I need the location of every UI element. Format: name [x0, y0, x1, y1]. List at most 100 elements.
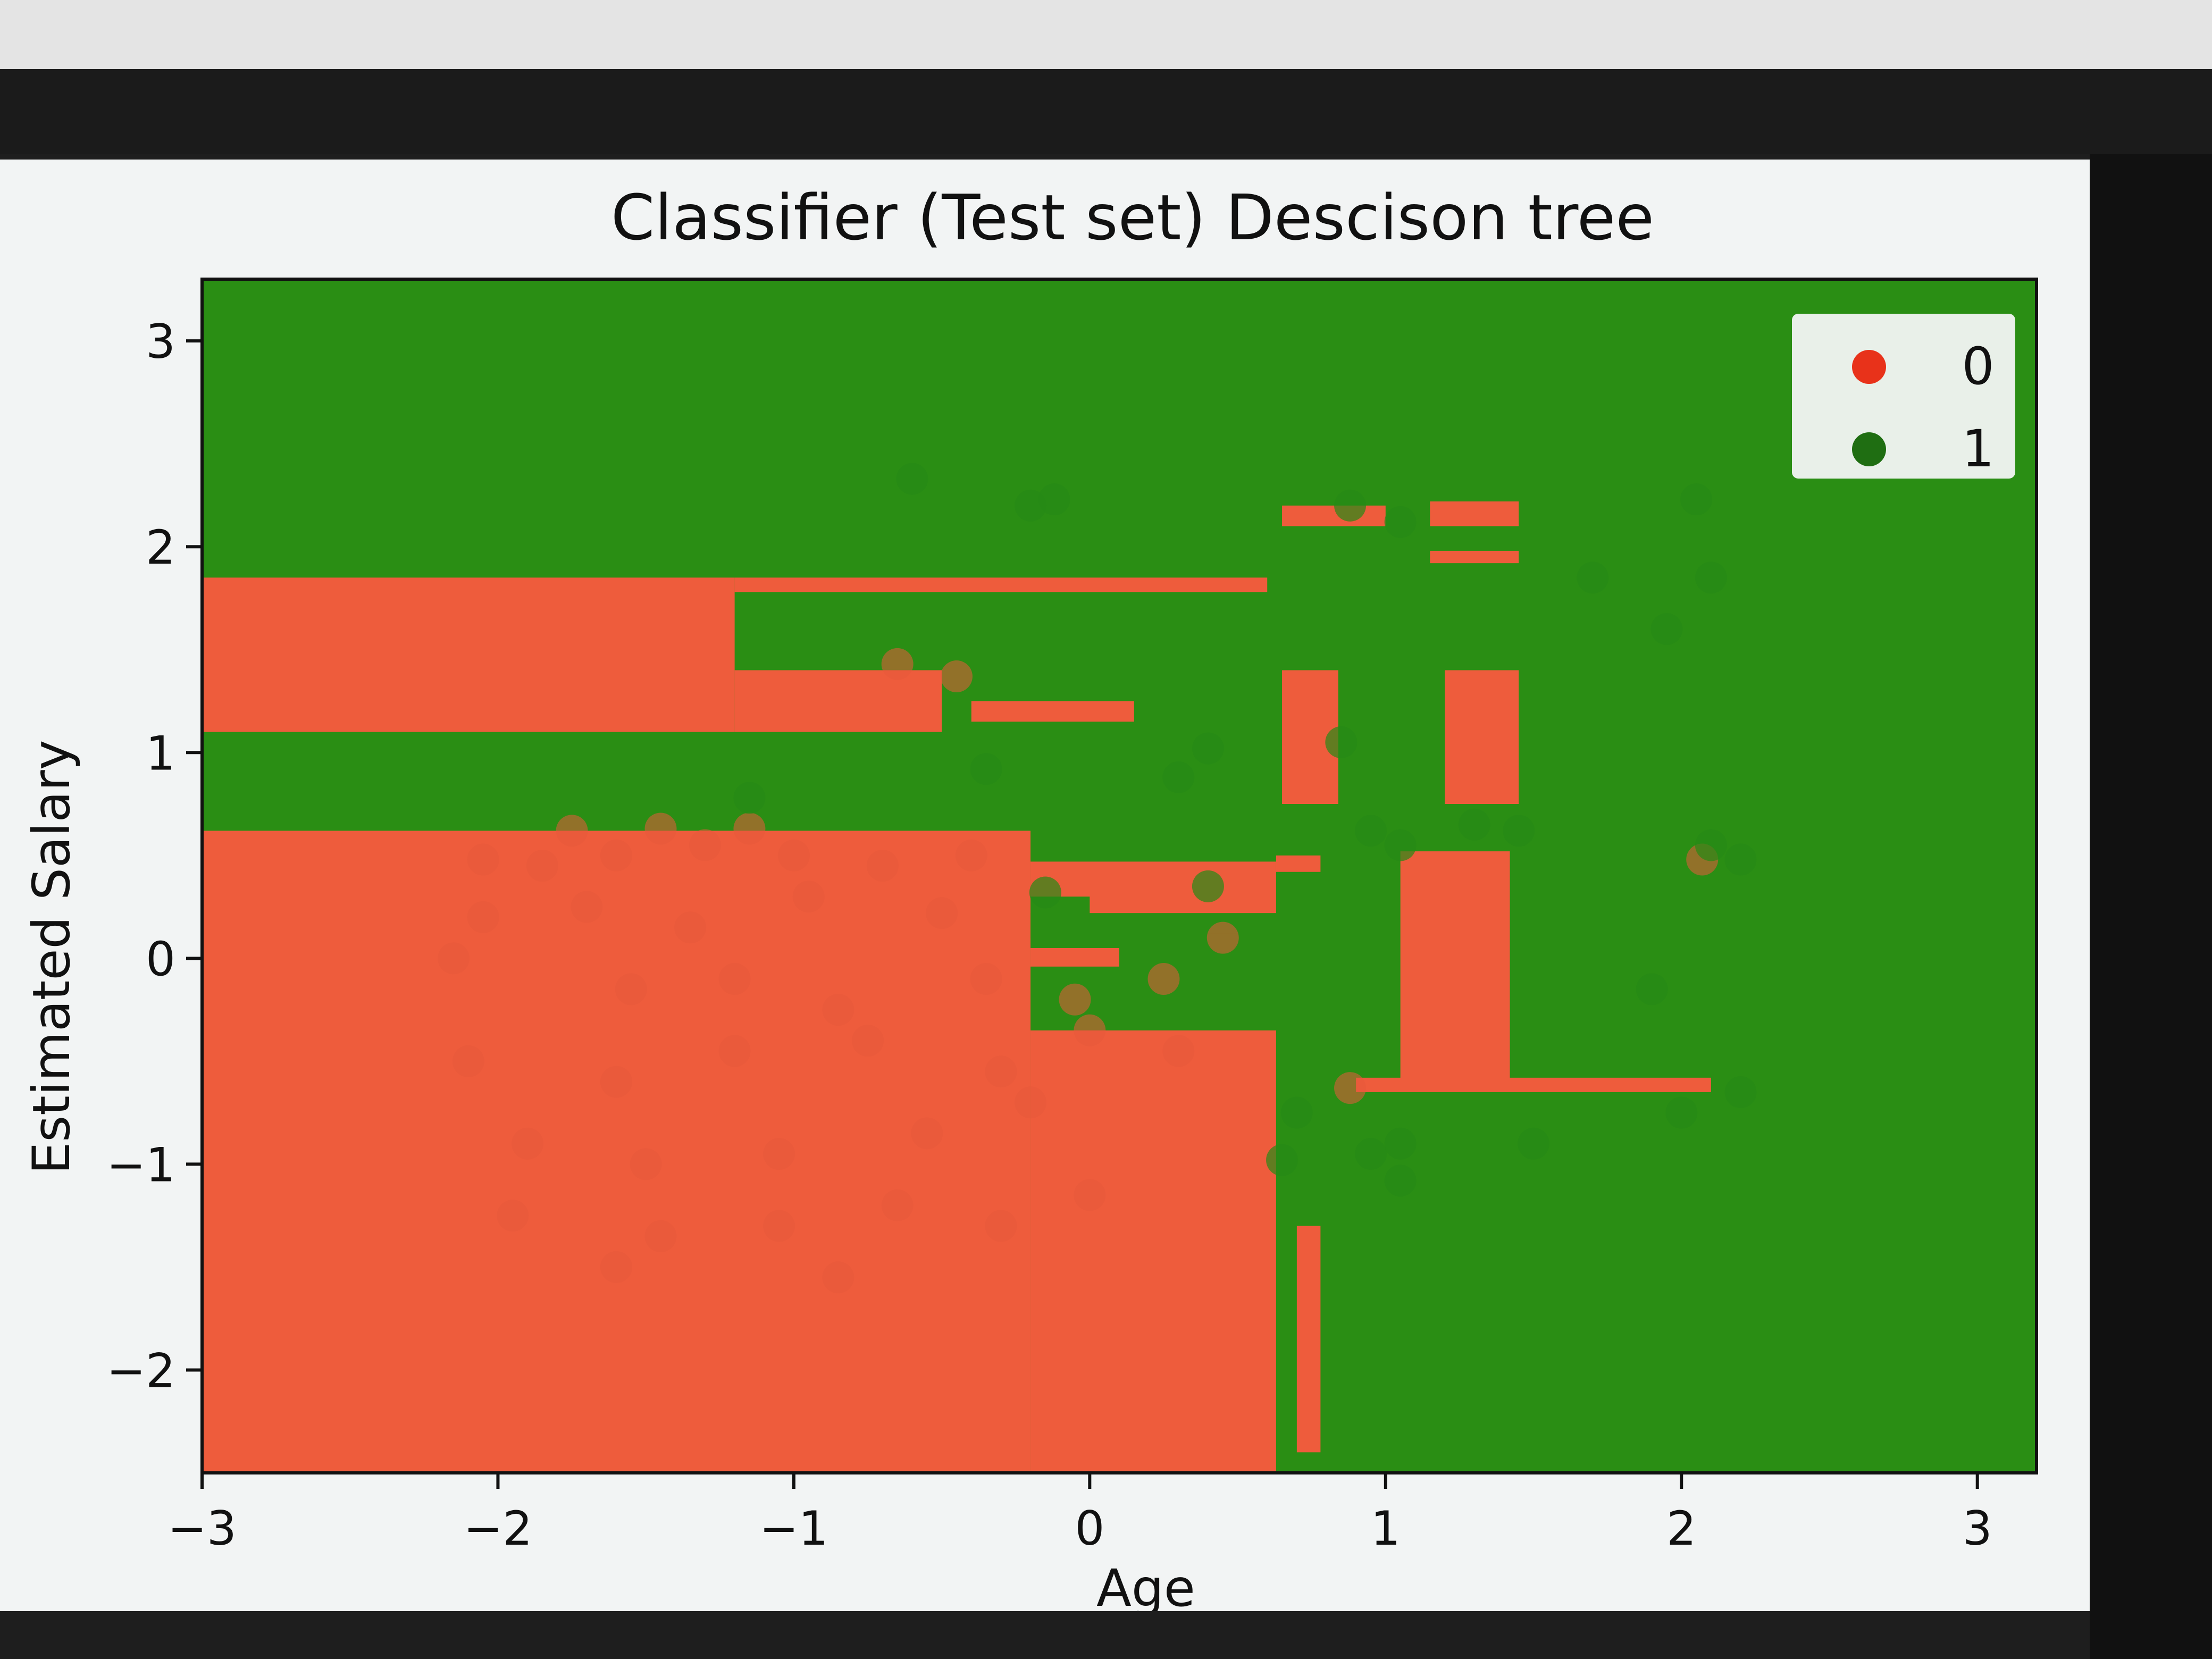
point-class-0-7 [600, 839, 633, 872]
point-class-1-8 [1650, 613, 1683, 646]
decision-region-10 [1445, 670, 1519, 805]
point-class-0-29 [985, 1055, 1017, 1088]
point-class-1-13 [733, 782, 766, 814]
point-class-1-17 [1503, 815, 1535, 847]
decision-region-5 [1030, 1030, 1276, 1473]
point-class-0-16 [926, 897, 958, 929]
legend-marker-class-0 [1852, 350, 1886, 384]
point-class-1-23 [1280, 1096, 1313, 1129]
decision-region-3 [971, 701, 1134, 722]
y-tick-label: 2 [146, 520, 175, 575]
point-class-0-13 [571, 891, 603, 923]
point-class-0-8 [689, 829, 721, 861]
x-axis-label: Age [1096, 1559, 1195, 1611]
point-class-0-2 [556, 815, 588, 847]
x-tick-label: 1 [1371, 1501, 1401, 1556]
scatter-markers [437, 463, 1757, 1294]
point-class-1-2 [1015, 489, 1047, 522]
point-class-0-38 [644, 1220, 677, 1252]
point-class-0-14 [674, 911, 707, 944]
point-class-0-1 [940, 660, 973, 693]
point-class-0-42 [1074, 1179, 1106, 1211]
point-class-1-19 [1724, 843, 1757, 876]
point-class-0-37 [497, 1200, 529, 1232]
decision-region-18 [1119, 933, 1194, 944]
y-axis-label: Estimated Salary [22, 740, 81, 1174]
point-class-0-31 [1162, 1035, 1195, 1067]
point-class-0-44 [822, 1261, 854, 1294]
point-class-1-20 [1029, 876, 1061, 909]
decision-region-12 [1356, 1077, 1711, 1092]
decision-region-4 [202, 831, 1031, 1473]
point-class-1-14 [1354, 815, 1387, 847]
axes: −3 −2 −1 0 1 2 3 −2 −1 0 1 2 3 [106, 278, 2038, 1556]
point-class-0-21 [970, 963, 1002, 995]
decision-tree-chart: Classifier (Test set) Descison tree −3 −2… [22, 181, 2038, 1611]
decision-region-14 [1282, 505, 1386, 526]
point-class-1-7 [1695, 562, 1727, 594]
plot-area [202, 279, 2037, 1473]
chart-title: Classifier (Test set) Descison tree [611, 181, 1654, 254]
point-class-0-26 [600, 1066, 633, 1098]
point-class-1-22 [1636, 973, 1668, 1006]
point-class-1-11 [970, 753, 1002, 785]
point-class-0-10 [866, 850, 899, 882]
window-dark-band [0, 69, 2212, 154]
point-class-0-3 [644, 812, 677, 845]
point-class-0-23 [1147, 963, 1180, 995]
x-tick-label: −3 [167, 1501, 237, 1556]
decision-region-16 [1430, 550, 1519, 564]
point-class-0-27 [718, 1035, 751, 1067]
screen-right-edge [2090, 154, 2212, 1659]
point-class-0-28 [852, 1025, 884, 1057]
plot-frame [200, 278, 2038, 1474]
point-class-1-21 [1192, 870, 1224, 902]
point-class-0-5 [467, 843, 499, 876]
x-tick-label: −2 [464, 1501, 533, 1556]
point-class-0-6 [526, 850, 558, 882]
point-class-1-9 [1192, 732, 1224, 765]
point-class-0-24 [1206, 921, 1239, 954]
figure-panel: Classifier (Test set) Descison tree −3 −2… [0, 160, 2090, 1611]
point-class-0-41 [985, 1210, 1017, 1242]
decision-region-15 [1430, 501, 1519, 526]
point-class-0-18 [615, 973, 647, 1006]
y-tick-label: 0 [146, 932, 175, 986]
point-class-0-22 [1059, 983, 1091, 1016]
point-class-1-16 [1458, 808, 1490, 841]
decision-region-0 [202, 577, 735, 732]
point-class-0-20 [822, 994, 854, 1026]
point-class-0-25 [452, 1045, 484, 1077]
x-tick-label: 2 [1666, 1501, 1696, 1556]
x-tick-label: 3 [1963, 1501, 1992, 1556]
point-class-1-25 [1665, 1096, 1698, 1129]
decision-region-1 [734, 577, 1268, 592]
point-class-0-11 [955, 839, 987, 872]
legend-marker-class-1 [1852, 432, 1886, 466]
point-class-0-19 [718, 963, 751, 995]
point-class-1-6 [1577, 562, 1609, 594]
y-tick-label: −2 [106, 1343, 175, 1398]
legend: 0 1 [1792, 314, 2015, 479]
point-class-0-36 [1015, 1086, 1047, 1119]
point-class-0-9 [777, 839, 810, 872]
y-tick-label: 1 [146, 726, 175, 781]
point-class-0-15 [792, 881, 825, 913]
point-class-0-30 [1074, 1014, 1106, 1046]
legend-label-class-1: 1 [1962, 419, 1994, 479]
point-class-1-12 [1325, 726, 1358, 758]
y-tick-label: 3 [146, 314, 175, 369]
point-class-1-4 [1384, 506, 1417, 538]
point-class-1-24 [1724, 1076, 1757, 1108]
decision-region-7 [1030, 948, 1119, 967]
point-class-0-33 [630, 1148, 662, 1180]
point-class-1-29 [1266, 1144, 1298, 1176]
point-class-0-32 [512, 1127, 544, 1160]
point-class-0-45 [1334, 1072, 1367, 1104]
point-class-0-12 [467, 901, 499, 933]
point-class-0-40 [881, 1189, 914, 1221]
point-class-1-27 [1354, 1138, 1387, 1170]
point-class-1-15 [1384, 829, 1417, 861]
legend-box [1792, 314, 2015, 479]
point-class-1-28 [1384, 1127, 1417, 1160]
